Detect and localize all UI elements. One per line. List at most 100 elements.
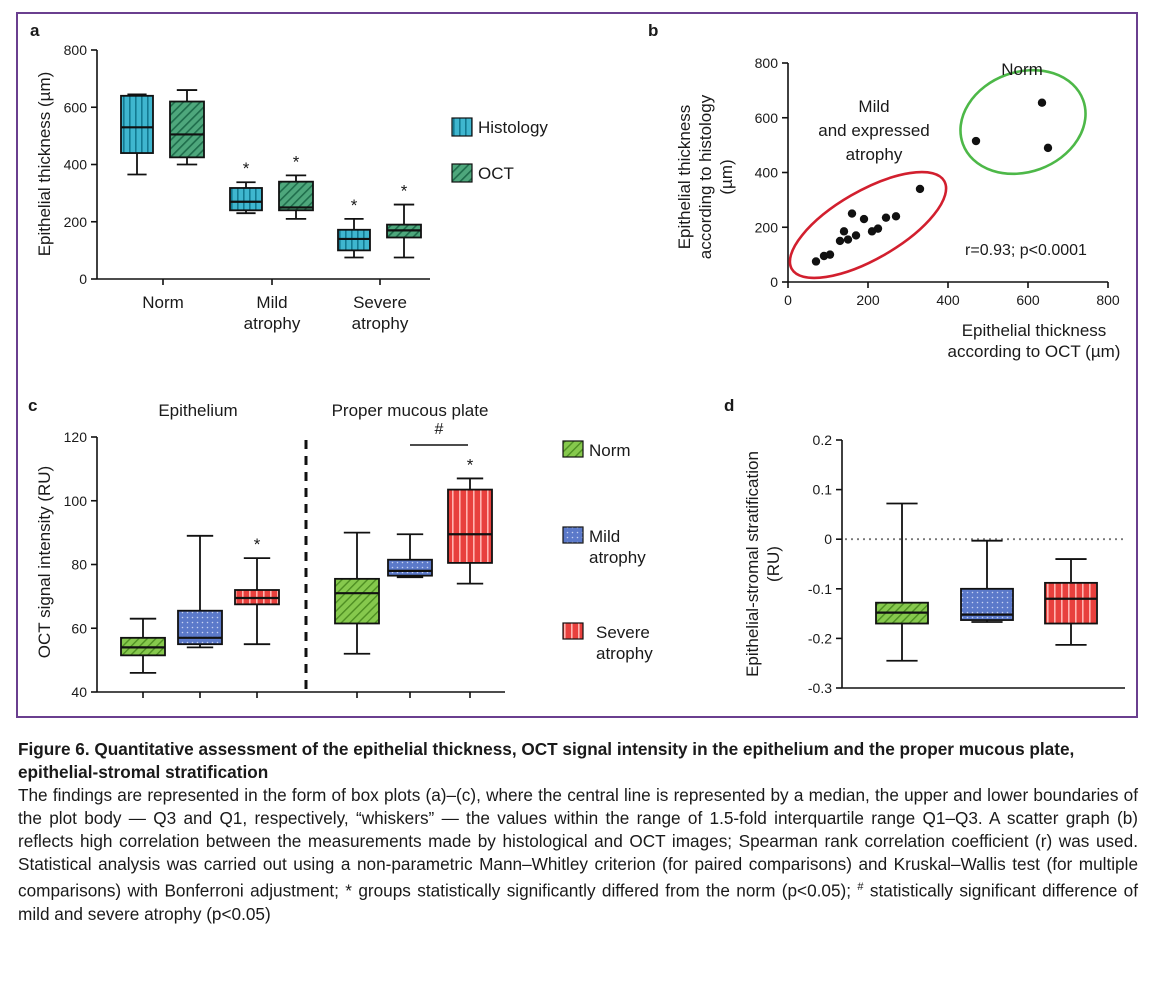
panel-c-box-0-2-significance-mark: * — [254, 535, 261, 554]
panel-a-category-label-1-line-1: atrophy — [244, 314, 301, 333]
figure-caption: Figure 6. Quantitative assessment of the… — [18, 738, 1138, 926]
panel-c-significance-hash: # — [435, 421, 444, 438]
panel-b-point-group-0 — [873, 224, 883, 233]
panel-b-point-group-0 — [881, 213, 891, 222]
panel-d-box-2-body — [1044, 581, 1098, 625]
panel-c-y-tick-label: 40 — [71, 684, 87, 700]
panel-c-box-1-1-body — [387, 558, 433, 577]
panel-b-point-group-0 — [859, 214, 869, 224]
panel-b-correlation-annotation: r=0.93; p<0.0001 — [965, 242, 1087, 259]
panel-c-legend-swatch-1 — [562, 526, 584, 544]
panel-c-y-axis-label: OCT signal intensity (RU) — [35, 466, 54, 658]
panel-b-point-group-0 — [811, 257, 821, 266]
panel-a-box-oct-1-body — [278, 180, 314, 212]
panel-b-x-axis-label-line-1: according to OCT (µm) — [948, 342, 1121, 361]
panel-c-y-tick-label: 100 — [64, 493, 88, 509]
panel-a-letter: a — [30, 21, 40, 40]
panel-a-legend-swatch-1 — [451, 163, 473, 183]
panel-b-y-axis-label-line-1: according to histology — [696, 94, 715, 259]
panel-a-legend-label-1: OCT — [478, 164, 514, 183]
panel-b-y-tick-label: 600 — [755, 110, 779, 126]
panel-b-y-tick-label: 800 — [755, 55, 779, 71]
panel-a-category-label-1-line-0: Mild — [256, 293, 287, 312]
panel-a-box-histology-2-significance-mark: * — [351, 196, 358, 215]
panel-b-y-axis-label-line-2: (µm) — [717, 159, 736, 194]
panel-d-y-tick-label: 0.1 — [813, 482, 833, 498]
panel-c-legend-swatch-0 — [562, 440, 584, 458]
figure-frame — [16, 12, 1138, 718]
panel-a-category-label-2-line-1: atrophy — [352, 314, 409, 333]
panel-b-x-axis-label-line-0: Epithelial thickness — [962, 321, 1107, 340]
panel-b-point-group-0 — [891, 212, 901, 221]
panel-b-point-group-0 — [915, 184, 925, 194]
panel-b-y-tick-label: 200 — [755, 219, 779, 235]
panel-c-section-label-mucous-plate: Proper mucous plate — [332, 401, 489, 420]
panel-a-box-histology-2-body — [337, 228, 371, 252]
panel-b-atrophy-cluster-ellipse — [788, 170, 948, 280]
panel-c-legend-label-1-line-0: Mild — [589, 527, 620, 546]
panel-c-y-tick-label: 120 — [64, 429, 88, 445]
panel-a-legend-swatch-0 — [451, 117, 473, 137]
panel-a-y-tick-label: 800 — [64, 42, 88, 58]
panel-a-box-oct-2-significance-mark: * — [401, 182, 408, 201]
panel-b-x-tick-label: 600 — [1016, 292, 1040, 308]
panel-b-norm-group-label-line-0: Norm — [1001, 60, 1043, 79]
caption-title: Figure 6. Quantitative assessment of the… — [18, 739, 1075, 782]
panel-a-box-oct-1-significance-mark: * — [293, 152, 300, 171]
panel-b-point-group-1 — [1037, 98, 1047, 107]
panel-c-legend-label-2-line-1: atrophy — [596, 644, 653, 663]
panel-a-y-axis-label: Epithelial thickness (µm) — [35, 72, 54, 257]
caption-body: The findings are represented in the form… — [18, 784, 1138, 926]
panel-b-letter: b — [648, 21, 658, 40]
panel-a-y-tick-label: 0 — [79, 271, 87, 287]
panel-c-y-tick-label: 80 — [71, 557, 87, 573]
panel-b-atrophy-group-label-line-2: atrophy — [846, 145, 903, 164]
panel-b-point-group-0 — [825, 250, 835, 259]
panel-c-box-1-2-significance-mark: * — [467, 455, 474, 474]
panel-c-legend-swatch-2 — [562, 622, 584, 640]
panel-c-box-1-2-body — [447, 488, 493, 564]
panel-a-box-histology-0-body — [120, 94, 154, 154]
caption-body-part-2: statistically significant difference of … — [18, 880, 1138, 924]
panel-b-x-tick-label: 400 — [936, 292, 960, 308]
panel-d-y-tick-label: -0.2 — [808, 630, 832, 646]
panel-c-legend-label-0-line-0: Norm — [589, 441, 631, 460]
panel-c-box-0-1-body — [177, 609, 223, 646]
panel-c-section-label-epithelium: Epithelium — [158, 401, 237, 420]
panel-b-norm-cluster-ellipse — [959, 68, 1087, 176]
panel-b-point-group-0 — [839, 227, 849, 236]
caption-hash-mark: # — [857, 881, 864, 893]
panel-a-box-oct-0-body — [169, 100, 205, 159]
panel-b-x-tick-label: 0 — [784, 292, 792, 308]
panel-a-category-label-2-line-0: Severe — [353, 293, 407, 312]
panel-a-box-histology-1-significance-mark: * — [243, 159, 250, 178]
panel-d-y-axis-label-line-1: (RU) — [764, 546, 783, 582]
panel-b-point-group-0 — [843, 235, 853, 244]
panel-a-y-tick-label: 400 — [64, 157, 88, 173]
panel-d-y-tick-label: -0.3 — [808, 680, 832, 696]
panel-a-category-label-0-line-0: Norm — [142, 293, 184, 312]
panel-c-box-1-0-body — [334, 577, 380, 625]
panel-b-atrophy-group-label-line-1: and expressed — [818, 121, 930, 140]
panel-b-y-axis-label-line-0: Epithelial thickness — [675, 105, 694, 250]
panel-b-x-tick-label: 200 — [856, 292, 880, 308]
caption-body-part-1: The findings are represented in the form… — [18, 785, 1138, 901]
panel-b-y-tick-label: 0 — [770, 274, 778, 290]
panel-a-legend-label-0: Histology — [478, 118, 548, 137]
panel-b-atrophy-group-label-line-0: Mild — [858, 97, 889, 116]
panel-c-legend-label-1-line-1: atrophy — [589, 548, 646, 567]
panel-b-point-group-0 — [847, 209, 857, 218]
panel-c-y-tick-label: 60 — [71, 620, 87, 636]
panel-b-point-group-0 — [835, 236, 845, 246]
panel-d-y-tick-label: 0.2 — [813, 432, 833, 448]
panel-b-point-group-1 — [1043, 143, 1053, 153]
panel-b-point-group-0 — [851, 231, 861, 240]
panel-c-legend-label-2-line-0: Severe — [596, 623, 650, 642]
panel-b-y-tick-label: 400 — [755, 165, 779, 181]
panel-a-box-histology-1-body — [229, 187, 263, 212]
panel-b-point-group-1 — [971, 136, 981, 146]
panel-a-y-tick-label: 600 — [64, 99, 88, 115]
panel-d-y-tick-label: -0.1 — [808, 581, 832, 597]
panel-d-letter: d — [724, 396, 734, 415]
panel-b-x-tick-label: 800 — [1096, 292, 1120, 308]
